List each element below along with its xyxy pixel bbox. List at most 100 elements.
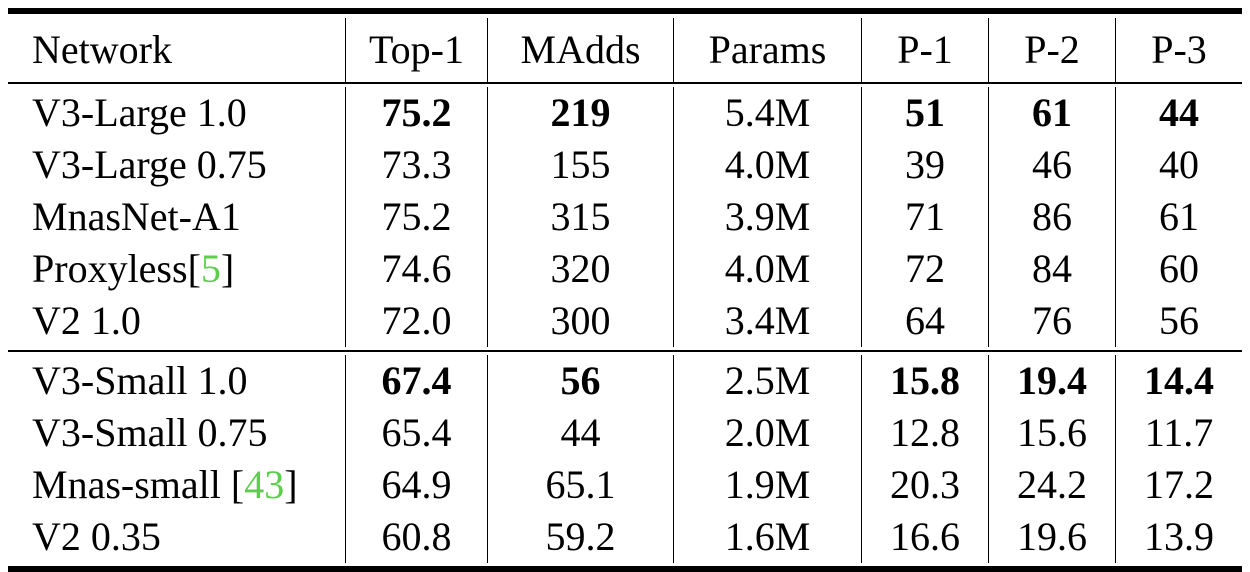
- value-cell: 12.8: [861, 407, 988, 459]
- value-cell: 60: [1115, 243, 1242, 295]
- value-cell: 61: [988, 87, 1115, 139]
- header-cell: MAdds: [487, 18, 673, 82]
- value-cell: 13.9: [1115, 511, 1242, 563]
- value-cell: 51: [861, 87, 988, 139]
- results-table: Network Top-1 MAdds Params P-1 P-2 P-3 V3-Larg…: [8, 8, 1242, 572]
- large-models-group: V3-Large 1.0 75.2 219 5.4M 51 61 44 V3-Large 0.…: [8, 87, 1242, 347]
- network-name: V2 0.35: [32, 514, 161, 559]
- value-cell: 15.6: [988, 407, 1115, 459]
- value-cell: 44: [1115, 87, 1242, 139]
- value-cell: 19.6: [988, 511, 1115, 563]
- value-cell: 1.6M: [673, 511, 861, 563]
- network-name: V3-Large 0.75: [32, 142, 267, 187]
- header-cell: P-2: [988, 18, 1115, 82]
- value-cell: 300: [487, 295, 673, 347]
- value-cell: 2.5M: [673, 355, 861, 407]
- value-cell: 64.9: [345, 459, 487, 511]
- value-cell: 17.2: [1115, 459, 1242, 511]
- table-row: Mnas-small [43] 64.9 65.1 1.9M 20.3 24.2 17.2: [8, 459, 1242, 511]
- network-name-cell: V3-Small 1.0: [8, 355, 345, 407]
- header-cell: Network: [32, 27, 172, 72]
- table-row: V3-Large 0.75 73.3 155 4.0M 39 46 40: [8, 139, 1242, 191]
- network-name: V3-Large 1.0: [32, 90, 247, 135]
- network-name-cell: V3-Large 1.0: [8, 87, 345, 139]
- table-row: V3-Small 1.0 67.4 56 2.5M 15.8 19.4 14.4: [8, 355, 1242, 407]
- value-cell: 19.4: [988, 355, 1115, 407]
- network-name: V3-Small 0.75: [32, 410, 268, 455]
- small-models-group: V3-Small 1.0 67.4 56 2.5M 15.8 19.4 14.4 V3-Sma…: [8, 355, 1242, 563]
- value-cell: 56: [1115, 295, 1242, 347]
- bottom-rule: [8, 566, 1242, 572]
- value-cell: 65.4: [345, 407, 487, 459]
- value-cell: 11.7: [1115, 407, 1242, 459]
- value-cell: 61: [1115, 191, 1242, 243]
- header-rule: [8, 82, 1242, 84]
- value-cell: 4.0M: [673, 139, 861, 191]
- value-cell: 86: [988, 191, 1115, 243]
- table-row: V3-Small 0.75 65.4 44 2.0M 12.8 15.6 11.7: [8, 407, 1242, 459]
- value-cell: 64: [861, 295, 988, 347]
- network-name-cell: MnasNet-A1: [8, 191, 345, 243]
- value-cell: 40: [1115, 139, 1242, 191]
- group-rule: [8, 350, 1242, 352]
- value-cell: 219: [487, 87, 673, 139]
- value-cell: 74.6: [345, 243, 487, 295]
- value-cell: 75.2: [345, 87, 487, 139]
- value-cell: 39: [861, 139, 988, 191]
- header-cell: Top-1: [345, 18, 487, 82]
- network-name-cell: V3-Large 0.75: [8, 139, 345, 191]
- value-cell: 46: [988, 139, 1115, 191]
- value-cell: 67.4: [345, 355, 487, 407]
- network-name: Proxyless[: [32, 246, 201, 291]
- value-cell: 16.6: [861, 511, 988, 563]
- network-name-cell: V2 1.0: [8, 295, 345, 347]
- citation-link[interactable]: 5: [200, 246, 221, 291]
- value-cell: 44: [487, 407, 673, 459]
- value-cell: 72: [861, 243, 988, 295]
- value-cell: 320: [487, 243, 673, 295]
- network-name-cell: Proxyless[5]: [8, 243, 345, 295]
- network-name: V3-Small 1.0: [32, 358, 248, 403]
- header-cell: P-3: [1115, 18, 1242, 82]
- value-cell: 15.8: [861, 355, 988, 407]
- top-rule: [8, 8, 1242, 14]
- table-row: V2 0.35 60.8 59.2 1.6M 16.6 19.6 13.9: [8, 511, 1242, 563]
- header-cell: Params: [673, 18, 861, 82]
- network-name: V2 1.0: [32, 298, 141, 343]
- value-cell: 3.4M: [673, 295, 861, 347]
- value-cell: 72.0: [345, 295, 487, 347]
- value-cell: 73.3: [345, 139, 487, 191]
- table-row: Proxyless[5] 74.6 320 4.0M 72 84 60: [8, 243, 1242, 295]
- citation-bracket: ]: [220, 246, 235, 291]
- network-name-cell: V2 0.35: [8, 511, 345, 563]
- value-cell: 65.1: [487, 459, 673, 511]
- value-cell: 1.9M: [673, 459, 861, 511]
- value-cell: 71: [861, 191, 988, 243]
- value-cell: 56: [487, 355, 673, 407]
- header-cell: P-1: [861, 18, 988, 82]
- value-cell: 59.2: [487, 511, 673, 563]
- value-cell: 60.8: [345, 511, 487, 563]
- value-cell: 155: [487, 139, 673, 191]
- table-row: V2 1.0 72.0 300 3.4M 64 76 56: [8, 295, 1242, 347]
- value-cell: 75.2: [345, 191, 487, 243]
- value-cell: 4.0M: [673, 243, 861, 295]
- network-name-cell: Mnas-small [43]: [8, 459, 345, 511]
- citation-link[interactable]: 43: [244, 462, 285, 507]
- value-cell: 20.3: [861, 459, 988, 511]
- citation-bracket: ]: [284, 462, 298, 507]
- table-row: V3-Large 1.0 75.2 219 5.4M 51 61 44: [8, 87, 1242, 139]
- table-row: MnasNet-A1 75.2 315 3.9M 71 86 61: [8, 191, 1242, 243]
- value-cell: 3.9M: [673, 191, 861, 243]
- value-cell: 24.2: [988, 459, 1115, 511]
- network-name: MnasNet-A1: [32, 194, 241, 239]
- value-cell: 2.0M: [673, 407, 861, 459]
- network-name-cell: V3-Small 0.75: [8, 407, 345, 459]
- header-row: Network Top-1 MAdds Params P-1 P-2 P-3: [8, 14, 1242, 82]
- network-name: Mnas-small [: [32, 462, 245, 507]
- value-cell: 84: [988, 243, 1115, 295]
- value-cell: 315: [487, 191, 673, 243]
- value-cell: 76: [988, 295, 1115, 347]
- value-cell: 5.4M: [673, 87, 861, 139]
- value-cell: 14.4: [1115, 355, 1242, 407]
